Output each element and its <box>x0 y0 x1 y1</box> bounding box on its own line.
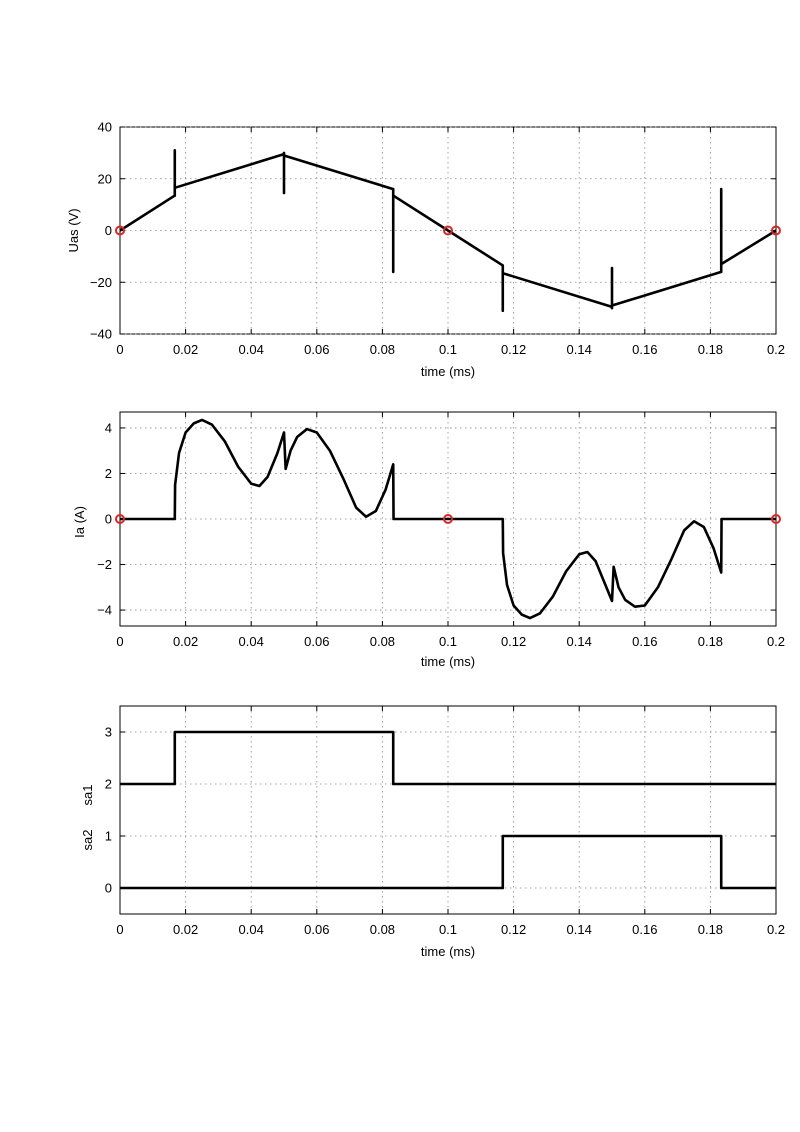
x-tick-label: 0.06 <box>304 634 329 649</box>
x-tick-label: 0.16 <box>632 634 657 649</box>
y-tick-label: 4 <box>105 420 112 435</box>
x-tick-label: 0.12 <box>501 342 526 357</box>
x-tick-label: 0 <box>116 922 123 937</box>
zero-marker <box>443 514 453 524</box>
x-tick-label: 0.08 <box>370 342 395 357</box>
xlabel-uas: time (ms) <box>421 364 475 379</box>
x-tick-label: 0.18 <box>698 634 723 649</box>
y-tick-label: 40 <box>98 120 112 135</box>
x-tick-label: 0.08 <box>370 922 395 937</box>
x-tick-label: 0.02 <box>173 922 198 937</box>
series-line <box>119 148 777 313</box>
x-tick-label: 0 <box>116 342 123 357</box>
panel-switches: 0 0.02 0.04 0.06 0.08 0.1 0.12 0.14 0.16 0.18 0.2 0… <box>80 705 785 959</box>
ylabel-sa1: sa1 <box>80 785 95 806</box>
grid-switches <box>120 706 776 914</box>
x-tick-label: 0.2 <box>767 634 785 649</box>
ylabel-sa2: sa2 <box>80 830 95 851</box>
ylabel-ia: Ia (A) <box>72 506 87 538</box>
series-uas <box>119 148 777 313</box>
zero-marker <box>115 514 125 524</box>
y-tick-label: −20 <box>90 275 112 290</box>
ylabel-uas: Uas (V) <box>66 208 81 252</box>
x-tick-label: 0.16 <box>632 342 657 357</box>
x-tick-label: 0.12 <box>501 922 526 937</box>
series-switches <box>120 730 776 890</box>
x-tick-label: 0.14 <box>567 634 592 649</box>
x-tick-label: 0.04 <box>239 922 264 937</box>
y-tick-label: 0 <box>105 512 112 527</box>
grid-ia <box>120 412 776 626</box>
x-tick-label: 0.1 <box>439 922 457 937</box>
x-tick-label: 0.1 <box>439 342 457 357</box>
y-tick-label: 0 <box>105 881 112 896</box>
markers-ia <box>115 514 781 524</box>
y-tick-label: −40 <box>90 327 112 342</box>
y-tick-label: 0 <box>105 223 112 238</box>
x-tick-label: 0.12 <box>501 634 526 649</box>
zero-marker <box>115 225 125 236</box>
x-tick-label: 0.04 <box>239 634 264 649</box>
y-tick-label: 2 <box>105 777 112 792</box>
x-tick-label: 0 <box>116 634 123 649</box>
x-tick-label: 0.16 <box>632 922 657 937</box>
x-tick-label: 0.06 <box>304 342 329 357</box>
zero-marker <box>771 225 781 236</box>
xlabel-ia: time (ms) <box>421 654 475 669</box>
y-tick-label: 1 <box>105 829 112 844</box>
x-tick-label: 0.2 <box>767 922 785 937</box>
series-line <box>120 834 776 890</box>
x-tick-label: 0.18 <box>698 342 723 357</box>
ticks-ia: 0 0.02 0.04 0.06 0.08 0.1 0.12 0.14 0.16 0.18 0.2 −… <box>97 412 785 649</box>
y-tick-label: 2 <box>105 466 112 481</box>
panel-uas: 0 0.02 0.04 0.06 0.08 0.1 0.12 0.14 0.16 0.18 0.2 −… <box>66 120 785 380</box>
x-tick-label: 0.2 <box>767 342 785 357</box>
ticks-switches: 0 0.02 0.04 0.06 0.08 0.1 0.12 0.14 0.16 0.18 0.2 0… <box>105 706 785 937</box>
x-tick-label: 0.1 <box>439 634 457 649</box>
zero-marker <box>771 514 781 524</box>
series-line <box>120 418 776 620</box>
markers-uas <box>115 225 781 236</box>
xlabel-switches: time (ms) <box>421 944 475 959</box>
panel-ia: 0 0.02 0.04 0.06 0.08 0.1 0.12 0.14 0.16 0.18 0.2 −… <box>72 411 785 669</box>
y-tick-label: 3 <box>105 725 112 740</box>
x-tick-label: 0.14 <box>567 342 592 357</box>
y-tick-label: −2 <box>97 557 112 572</box>
y-tick-label: −4 <box>97 603 112 618</box>
ticks-uas: 0 0.02 0.04 0.06 0.08 0.1 0.12 0.14 0.16 0.18 0.2 −… <box>90 120 785 358</box>
x-tick-label: 0.06 <box>304 922 329 937</box>
x-tick-label: 0.02 <box>173 342 198 357</box>
series-ia <box>120 418 776 620</box>
x-tick-label: 0.04 <box>239 342 264 357</box>
x-tick-label: 0.02 <box>173 634 198 649</box>
y-tick-label: 20 <box>98 171 112 186</box>
series-line <box>120 730 776 786</box>
zero-marker <box>443 225 453 236</box>
x-tick-label: 0.18 <box>698 922 723 937</box>
x-tick-label: 0.08 <box>370 634 395 649</box>
x-tick-label: 0.14 <box>567 922 592 937</box>
